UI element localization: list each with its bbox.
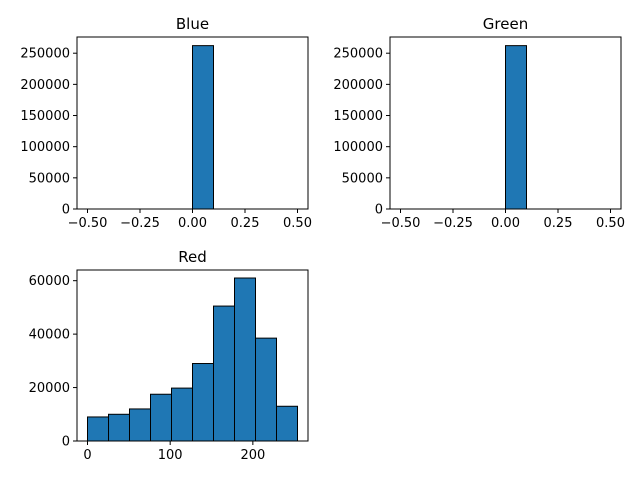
subplot-title: Green — [483, 15, 528, 33]
y-tick-label: 150000 — [20, 109, 70, 124]
histogram-bar — [150, 393, 172, 442]
x-tick-label: 0.00 — [178, 216, 207, 231]
x-tick-label: 0 — [83, 448, 91, 463]
histogram-bar — [213, 305, 235, 442]
axes-frame — [76, 269, 309, 442]
histogram-bar — [192, 363, 214, 442]
y-tick-label: 200000 — [20, 78, 70, 93]
x-tick-label: −0.25 — [433, 216, 473, 231]
y-tick-label: 50000 — [29, 171, 70, 186]
y-tick-label: 100000 — [20, 140, 70, 155]
histogram-bar — [108, 413, 130, 442]
y-tick-label: 0 — [375, 203, 383, 218]
x-tick-label: 0.25 — [544, 216, 573, 231]
histogram-bar — [234, 277, 256, 442]
y-tick-label: 50000 — [342, 171, 383, 186]
y-tick-label: 40000 — [29, 328, 70, 343]
histogram-bar — [255, 337, 277, 442]
y-tick-label: 200000 — [333, 78, 383, 93]
y-tick-label: 250000 — [333, 47, 383, 62]
y-tick-label: 100000 — [333, 140, 383, 155]
x-tick-label: 200 — [240, 448, 265, 463]
x-tick-label: −0.50 — [68, 216, 108, 231]
subplot-green: Green −0.50 −0.25 0.00 0.25 0.50 0 50000 100000 1… — [333, 15, 625, 231]
x-tick-label: 0.25 — [231, 216, 260, 231]
y-tick-label: 150000 — [333, 109, 383, 124]
y-tick-label: 60000 — [29, 274, 70, 289]
y-tick-label: 0 — [62, 435, 70, 450]
y-tick-label: 20000 — [29, 381, 70, 396]
histogram-bar — [129, 408, 151, 442]
histogram-bar — [192, 45, 214, 210]
x-tick-label: 0.00 — [491, 216, 520, 231]
y-tick-label: 250000 — [20, 47, 70, 62]
histogram-bar — [87, 416, 109, 442]
subplot-blue: Blue −0.50 −0.25 0.00 0.25 0.50 0 50000 100000 15… — [20, 15, 312, 231]
x-tick-label: −0.50 — [381, 216, 421, 231]
histogram-bar — [276, 405, 298, 442]
subplot-red: Red 0 100 200 0 20000 40000 60000 — [29, 248, 309, 463]
subplot-title: Red — [178, 248, 207, 266]
x-tick-label: 0.50 — [283, 216, 312, 231]
y-tick-label: 0 — [62, 203, 70, 218]
histogram-bar — [505, 45, 527, 210]
x-tick-label: −0.25 — [120, 216, 160, 231]
subplot-title: Blue — [176, 15, 209, 33]
x-tick-label: 100 — [158, 448, 183, 463]
x-tick-label: 0.50 — [596, 216, 625, 231]
histogram-bar — [171, 387, 193, 442]
